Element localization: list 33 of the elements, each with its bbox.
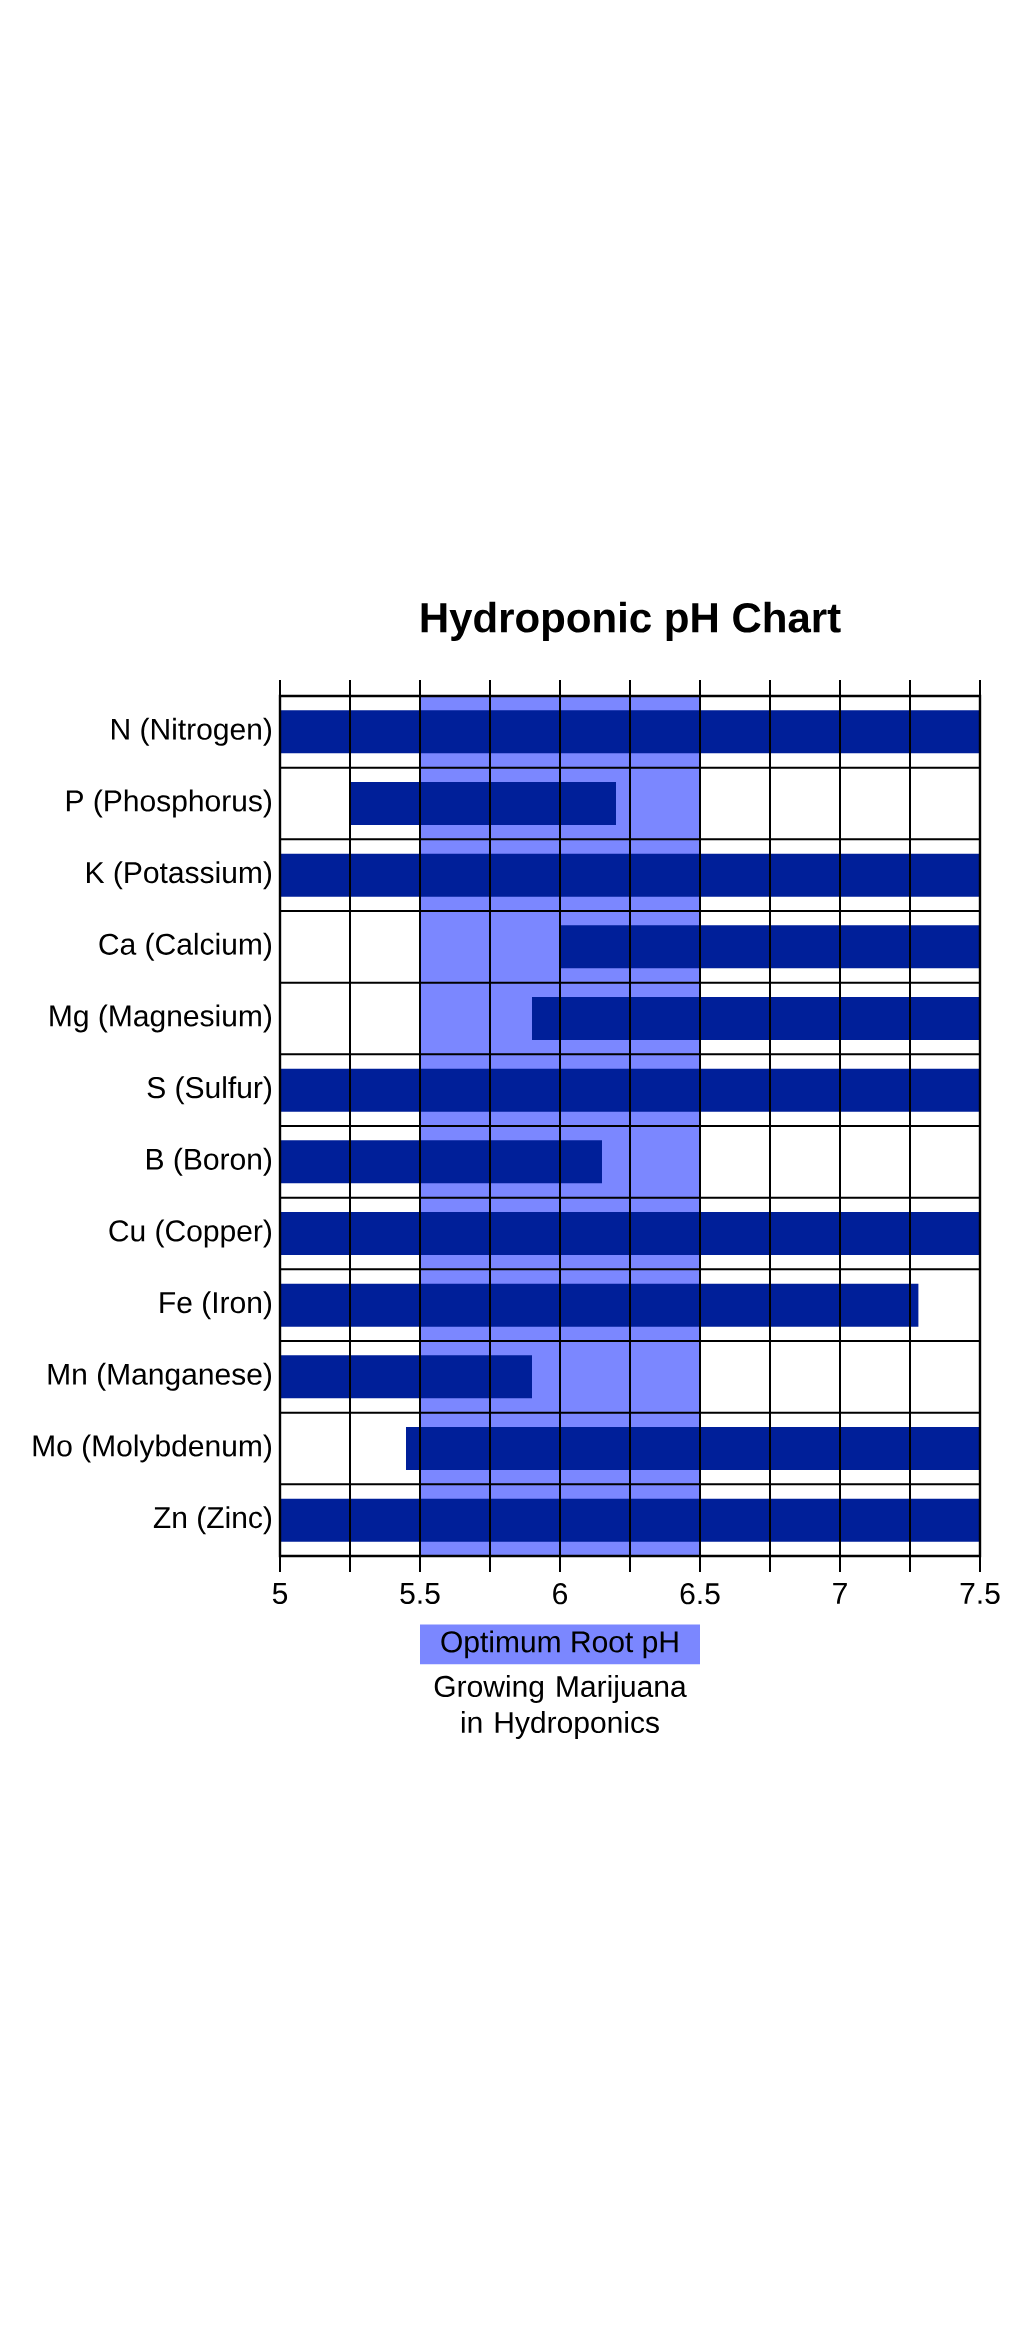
y-tick-label: N (Nitrogen)	[112, 717, 272, 746]
bar	[280, 1140, 602, 1184]
y-tick-label: Ca (Calcium)	[99, 932, 271, 961]
bar	[280, 710, 980, 754]
bar	[532, 997, 980, 1040]
x-tick-label: 5.5	[400, 1583, 440, 1604]
y-tick-label: Mg (Magnesium)	[50, 1004, 272, 1033]
y-tick-label: B (Boron)	[147, 1147, 272, 1176]
band-label: Optimum Root pH	[441, 1630, 678, 1659]
y-tick-label: Mn (Manganese)	[48, 1362, 271, 1391]
text: Growing Marijuana in Hydroponics	[434, 1675, 687, 1740]
y-tick-label: Fe (Iron)	[160, 1291, 272, 1320]
x-tick-label: 6	[553, 1583, 568, 1605]
bar	[560, 925, 980, 969]
y-tick-label: Cu (Copper)	[109, 1219, 272, 1248]
x-tick-label: 7	[833, 1583, 847, 1604]
x-tick-label: 6.5	[680, 1583, 720, 1605]
bar	[280, 853, 980, 897]
bar	[280, 1212, 980, 1255]
bar	[280, 1068, 980, 1112]
bar	[280, 1283, 919, 1327]
bar	[280, 1355, 532, 1399]
bar	[406, 1427, 980, 1470]
x-tick-label: 5	[272, 1583, 288, 1604]
y-tick-label: S (Sulfur)	[147, 1076, 272, 1105]
bar	[350, 781, 616, 825]
y-tick-label: Mo (Molybdenum)	[33, 1434, 271, 1463]
y-tick-label: Zn (Zinc)	[153, 1506, 272, 1535]
y-tick-label: K (Potassium)	[87, 861, 272, 890]
bar	[280, 1498, 980, 1542]
chart-title: Hydroponic pH Chart	[421, 601, 841, 641]
y-tick-label: P (Phosphorus)	[66, 789, 272, 818]
x-tick-label: 7.5	[960, 1583, 1000, 1604]
